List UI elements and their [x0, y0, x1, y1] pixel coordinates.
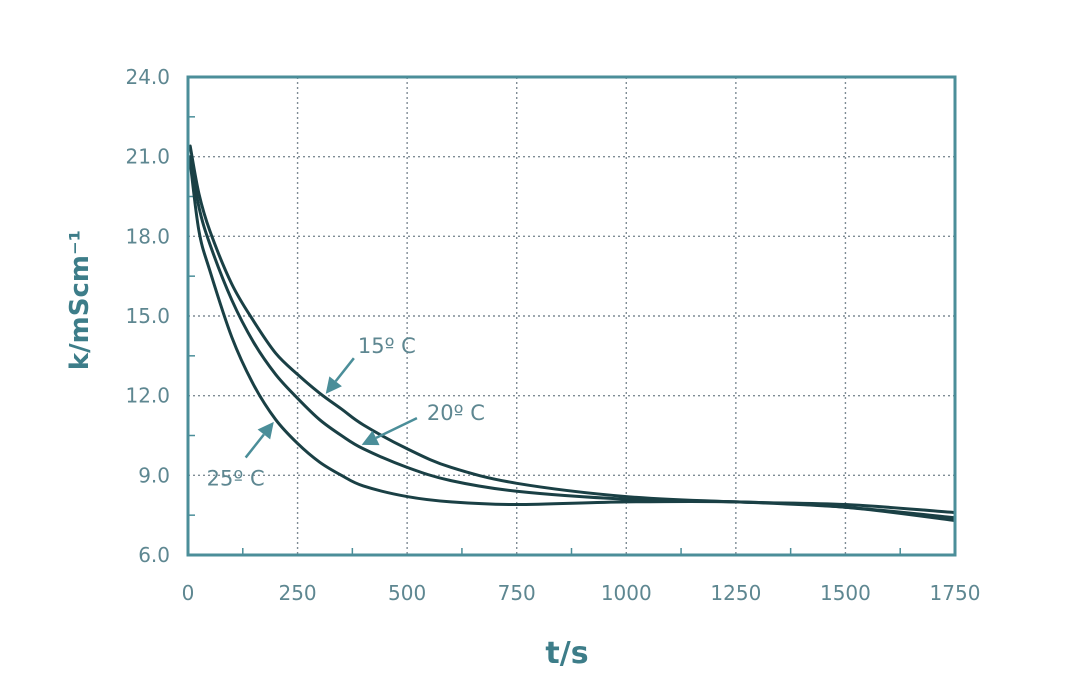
x-tick-label: 1000 — [601, 581, 652, 605]
y-tick-labels: 6.0 9.0 12.0 15.0 18.0 21.0 24.0 — [125, 65, 170, 567]
annotation-label: 15º C — [358, 334, 416, 358]
y-axis-title: k/mScm⁻¹ — [65, 230, 95, 370]
plot-frame — [186, 75, 957, 557]
x-tick-label: 500 — [388, 581, 426, 605]
y-tick-label: 15.0 — [125, 304, 170, 328]
y-tick-label: 21.0 — [125, 145, 170, 169]
x-tick-label: 1500 — [820, 581, 871, 605]
x-axis-title: t/s — [545, 636, 588, 671]
y-tick-label: 9.0 — [138, 463, 170, 487]
x-tick-label: 0 — [182, 581, 195, 605]
annotation-arrowhead — [361, 430, 380, 446]
annotation-arrowhead — [325, 376, 342, 394]
x-tick-labels: 0 250 500 750 1000 1250 1500 1750 — [182, 581, 981, 605]
y-tick-label: 6.0 — [138, 543, 170, 567]
annotation-arrowhead — [257, 421, 274, 440]
x-tick-label: 1250 — [710, 581, 761, 605]
x-tick-label: 750 — [498, 581, 536, 605]
series-line-20c — [188, 155, 957, 520]
annotation-arrow — [334, 357, 355, 383]
series-line-15c — [188, 144, 957, 515]
y-tick-label: 18.0 — [125, 224, 170, 248]
grid-lines — [188, 77, 955, 555]
y-tick-label: 24.0 — [125, 65, 170, 89]
x-tick-label: 250 — [278, 581, 316, 605]
annotation-arrow — [244, 433, 265, 459]
annotation-label: 20º C — [427, 401, 485, 425]
minor-ticks — [188, 116, 901, 555]
annotation-label: 25º C — [207, 467, 265, 491]
annotations: 15º C 20º C 25º C — [207, 334, 485, 490]
y-tick-label: 12.0 — [125, 384, 170, 408]
annotation-arrow — [375, 416, 418, 439]
x-tick-label: 1750 — [930, 581, 981, 605]
series-lines — [188, 144, 957, 522]
series-line-25c — [188, 160, 957, 522]
